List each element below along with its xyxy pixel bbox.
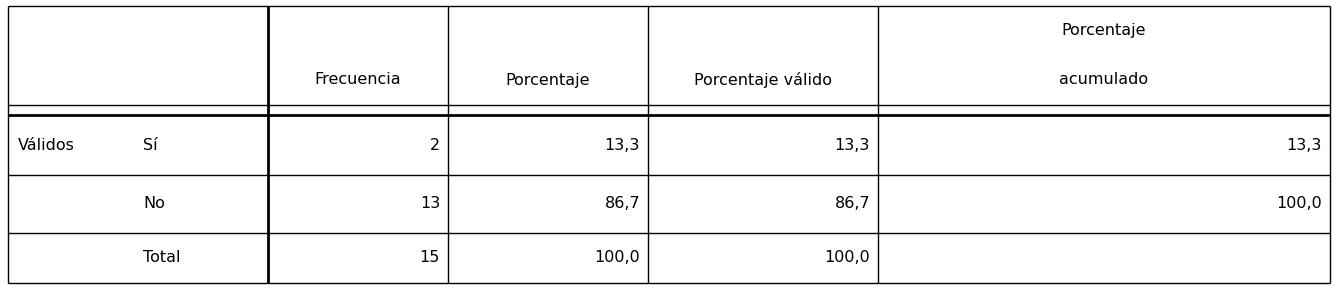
Text: Frecuencia: Frecuencia	[314, 73, 401, 88]
Text: 13: 13	[420, 196, 440, 211]
Text: 100,0: 100,0	[1276, 196, 1322, 211]
Text: Válidos: Válidos	[17, 137, 75, 153]
Text: 86,7: 86,7	[835, 196, 870, 211]
Text: 15: 15	[420, 251, 440, 266]
Text: 13,3: 13,3	[1287, 137, 1322, 153]
Text: 100,0: 100,0	[594, 251, 640, 266]
Text: 13,3: 13,3	[835, 137, 870, 153]
Text: acumulado: acumulado	[1060, 73, 1148, 88]
Text: Sí: Sí	[143, 137, 158, 153]
Text: Porcentaje: Porcentaje	[1062, 23, 1147, 38]
Text: Total: Total	[143, 251, 181, 266]
Text: 13,3: 13,3	[605, 137, 640, 153]
Text: Porcentaje: Porcentaje	[506, 73, 590, 88]
Text: 86,7: 86,7	[605, 196, 640, 211]
Text: 2: 2	[429, 137, 440, 153]
Text: No: No	[143, 196, 165, 211]
Text: 100,0: 100,0	[824, 251, 870, 266]
Text: Porcentaje válido: Porcentaje válido	[694, 72, 832, 88]
